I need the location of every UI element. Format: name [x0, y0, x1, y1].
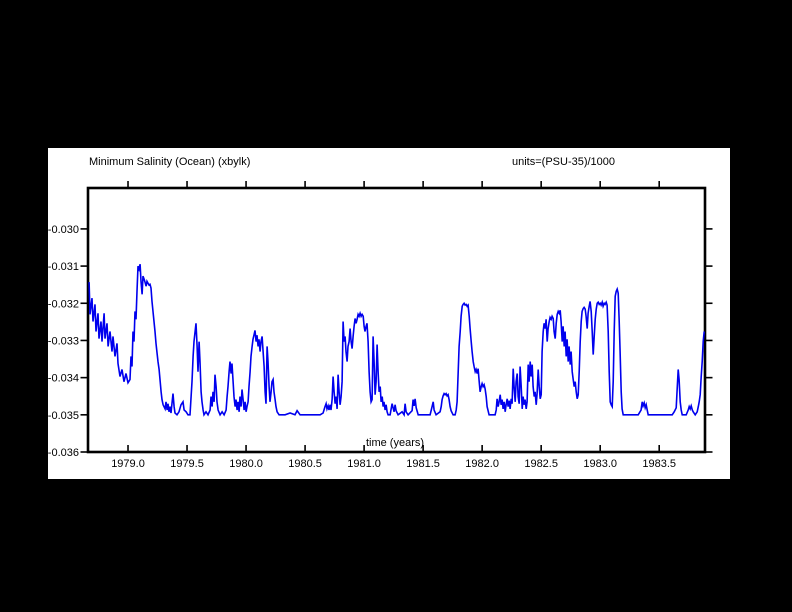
y-tick-label: -0.036: [48, 447, 79, 459]
y-tick-label: -0.030: [48, 224, 79, 236]
y-tick-label: -0.034: [48, 373, 79, 385]
x-tick-label: 1981.5: [406, 458, 440, 470]
plot-title: Minimum Salinity (Ocean) (xbylk): [89, 156, 251, 168]
x-tick-label: 1982.0: [465, 458, 499, 470]
x-tick-label: 1983.5: [642, 458, 676, 470]
y-tick-label: -0.031: [48, 261, 79, 273]
x-tick-label: 1982.5: [524, 458, 558, 470]
x-tick-label: 1979.0: [111, 458, 145, 470]
plot-frame: [86, 186, 707, 454]
plot-panel: [48, 148, 730, 479]
y-tick-label: -0.032: [48, 298, 79, 310]
plot-units-label: units=(PSU-35)/1000: [512, 156, 616, 168]
x-tick-label: 1983.0: [583, 458, 617, 470]
y-tick-label: -0.035: [48, 410, 79, 422]
x-tick-label: 1980.0: [229, 458, 263, 470]
x-tick-label: 1979.5: [170, 458, 204, 470]
x-tick-label: 1981.0: [347, 458, 381, 470]
minimum_salinity-line: [88, 264, 705, 418]
y-tick-label: -0.033: [48, 335, 79, 347]
x-axis-label: time (years): [365, 437, 425, 449]
x-tick-label: 1980.5: [288, 458, 322, 470]
